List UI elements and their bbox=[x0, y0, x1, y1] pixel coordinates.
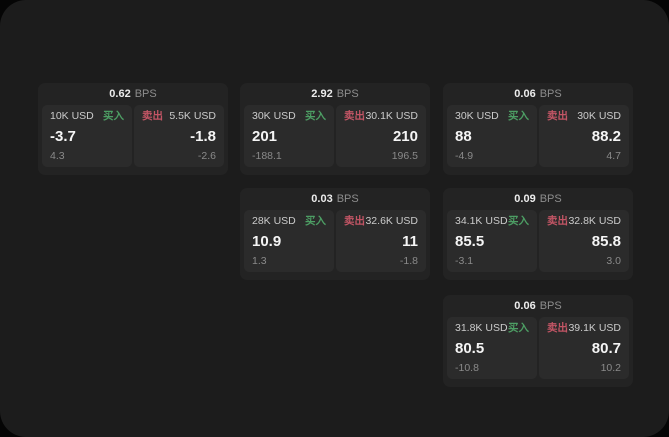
buy-size: 30K USD bbox=[455, 110, 499, 122]
bps-header: 0.03 BPS bbox=[240, 188, 430, 210]
sell-sub-value: 4.7 bbox=[606, 149, 621, 162]
buy-price: 88 bbox=[455, 127, 472, 145]
bps-header: 0.06 BPS bbox=[443, 295, 633, 317]
sell-tag: 卖出 bbox=[547, 322, 568, 334]
bps-value: 0.09 bbox=[514, 193, 536, 205]
bps-unit-label: BPS bbox=[539, 88, 562, 100]
bps-value: 0.62 bbox=[109, 88, 131, 100]
sell-tag: 卖出 bbox=[142, 110, 163, 122]
bps-value: 0.06 bbox=[514, 88, 536, 100]
quote-panels: 28K USD 买入 10.9 1.3 卖出 32.6K USD 11 -1.8 bbox=[240, 210, 430, 276]
quote-card-6: 0.06 BPS 31.8K USD 买入 80.5 -10.8 卖出 39.1… bbox=[443, 295, 633, 387]
buy-price: 10.9 bbox=[252, 232, 282, 250]
sell-tag: 卖出 bbox=[344, 110, 365, 122]
buy-tag: 买入 bbox=[508, 215, 529, 227]
bps-value: 0.03 bbox=[311, 193, 333, 205]
buy-sub-value: -10.8 bbox=[455, 361, 479, 374]
sell-price: 210 bbox=[392, 127, 418, 145]
sell-tag: 卖出 bbox=[344, 215, 365, 227]
buy-price: 80.5 bbox=[455, 339, 485, 357]
sell-sub-value: 196.5 bbox=[391, 149, 418, 162]
bps-header: 0.09 BPS bbox=[443, 188, 633, 210]
bps-header: 0.06 BPS bbox=[443, 83, 633, 105]
buy-price: 201 bbox=[252, 127, 278, 145]
sell-price: -1.8 bbox=[190, 127, 216, 145]
sell-size: 32.6K USD bbox=[365, 215, 418, 227]
buy-sub-value: -3.1 bbox=[455, 254, 474, 267]
buy-tag: 买入 bbox=[508, 110, 529, 122]
buy-tag: 买入 bbox=[508, 322, 529, 334]
buy-price: 85.5 bbox=[455, 232, 485, 250]
quote-card-1: 0.62 BPS 10K USD 买入 -3.7 4.3 卖出 5.5K USD… bbox=[38, 83, 228, 175]
buy-size: 31.8K USD bbox=[455, 322, 508, 334]
sell-panel[interactable]: 卖出 32.8K USD 85.8 3.0 bbox=[539, 210, 629, 272]
bps-header: 0.62 BPS bbox=[38, 83, 228, 105]
sell-price: 88.2 bbox=[591, 127, 621, 145]
buy-panel[interactable]: 30K USD 买入 88 -4.9 bbox=[447, 105, 537, 167]
sell-size: 39.1K USD bbox=[568, 322, 621, 334]
sell-price: 11 bbox=[402, 232, 418, 250]
quote-card-5: 0.09 BPS 34.1K USD 买入 85.5 -3.1 卖出 32.8K… bbox=[443, 188, 633, 280]
buy-tag: 买入 bbox=[305, 110, 326, 122]
buy-panel[interactable]: 31.8K USD 买入 80.5 -10.8 bbox=[447, 317, 537, 379]
sell-size: 30.1K USD bbox=[365, 110, 418, 122]
sell-size: 32.8K USD bbox=[568, 215, 621, 227]
buy-price: -3.7 bbox=[50, 127, 76, 145]
sell-sub-value: -1.8 bbox=[399, 254, 418, 267]
buy-size: 28K USD bbox=[252, 215, 296, 227]
buy-size: 30K USD bbox=[252, 110, 296, 122]
buy-panel[interactable]: 10K USD 买入 -3.7 4.3 bbox=[42, 105, 132, 167]
buy-sub-value: 4.3 bbox=[50, 149, 65, 162]
buy-sub-value: -188.1 bbox=[252, 149, 282, 162]
bps-header: 2.92 BPS bbox=[240, 83, 430, 105]
bps-value: 2.92 bbox=[311, 88, 333, 100]
buy-sub-value: -4.9 bbox=[455, 149, 474, 162]
sell-price: 80.7 bbox=[591, 339, 621, 357]
buy-size: 10K USD bbox=[50, 110, 94, 122]
sell-sub-value: 10.2 bbox=[600, 361, 621, 374]
quote-panels: 30K USD 买入 201 -188.1 卖出 30.1K USD 210 1… bbox=[240, 105, 430, 171]
bps-unit-label: BPS bbox=[539, 300, 562, 312]
quote-card-3: 0.06 BPS 30K USD 买入 88 -4.9 卖出 30K USD 8… bbox=[443, 83, 633, 175]
sell-price: 85.8 bbox=[591, 232, 621, 250]
bps-unit-label: BPS bbox=[336, 88, 359, 100]
quote-card-4: 0.03 BPS 28K USD 买入 10.9 1.3 卖出 32.6K US… bbox=[240, 188, 430, 280]
buy-tag: 买入 bbox=[103, 110, 124, 122]
buy-panel[interactable]: 28K USD 买入 10.9 1.3 bbox=[244, 210, 334, 272]
quote-panels: 31.8K USD 买入 80.5 -10.8 卖出 39.1K USD 80.… bbox=[443, 317, 633, 383]
buy-size: 34.1K USD bbox=[455, 215, 508, 227]
sell-panel[interactable]: 卖出 30K USD 88.2 4.7 bbox=[539, 105, 629, 167]
bps-unit-label: BPS bbox=[539, 193, 562, 205]
bps-unit-label: BPS bbox=[336, 193, 359, 205]
buy-tag: 买入 bbox=[305, 215, 326, 227]
sell-tag: 卖出 bbox=[547, 215, 568, 227]
sell-size: 5.5K USD bbox=[169, 110, 216, 122]
sell-tag: 卖出 bbox=[547, 110, 568, 122]
buy-sub-value: 1.3 bbox=[252, 254, 267, 267]
sell-panel[interactable]: 卖出 30.1K USD 210 196.5 bbox=[336, 105, 426, 167]
sell-panel[interactable]: 卖出 32.6K USD 11 -1.8 bbox=[336, 210, 426, 272]
sell-panel[interactable]: 卖出 5.5K USD -1.8 -2.6 bbox=[134, 105, 224, 167]
quote-panels: 10K USD 买入 -3.7 4.3 卖出 5.5K USD -1.8 -2.… bbox=[38, 105, 228, 171]
buy-panel[interactable]: 34.1K USD 买入 85.5 -3.1 bbox=[447, 210, 537, 272]
quote-panels: 30K USD 买入 88 -4.9 卖出 30K USD 88.2 4.7 bbox=[443, 105, 633, 171]
quote-card-2: 2.92 BPS 30K USD 买入 201 -188.1 卖出 30.1K … bbox=[240, 83, 430, 175]
sell-size: 30K USD bbox=[577, 110, 621, 122]
sell-sub-value: 3.0 bbox=[606, 254, 621, 267]
sell-panel[interactable]: 卖出 39.1K USD 80.7 10.2 bbox=[539, 317, 629, 379]
buy-panel[interactable]: 30K USD 买入 201 -188.1 bbox=[244, 105, 334, 167]
bps-value: 0.06 bbox=[514, 300, 536, 312]
quote-panels: 34.1K USD 买入 85.5 -3.1 卖出 32.8K USD 85.8… bbox=[443, 210, 633, 276]
bps-unit-label: BPS bbox=[134, 88, 157, 100]
sell-sub-value: -2.6 bbox=[197, 149, 216, 162]
